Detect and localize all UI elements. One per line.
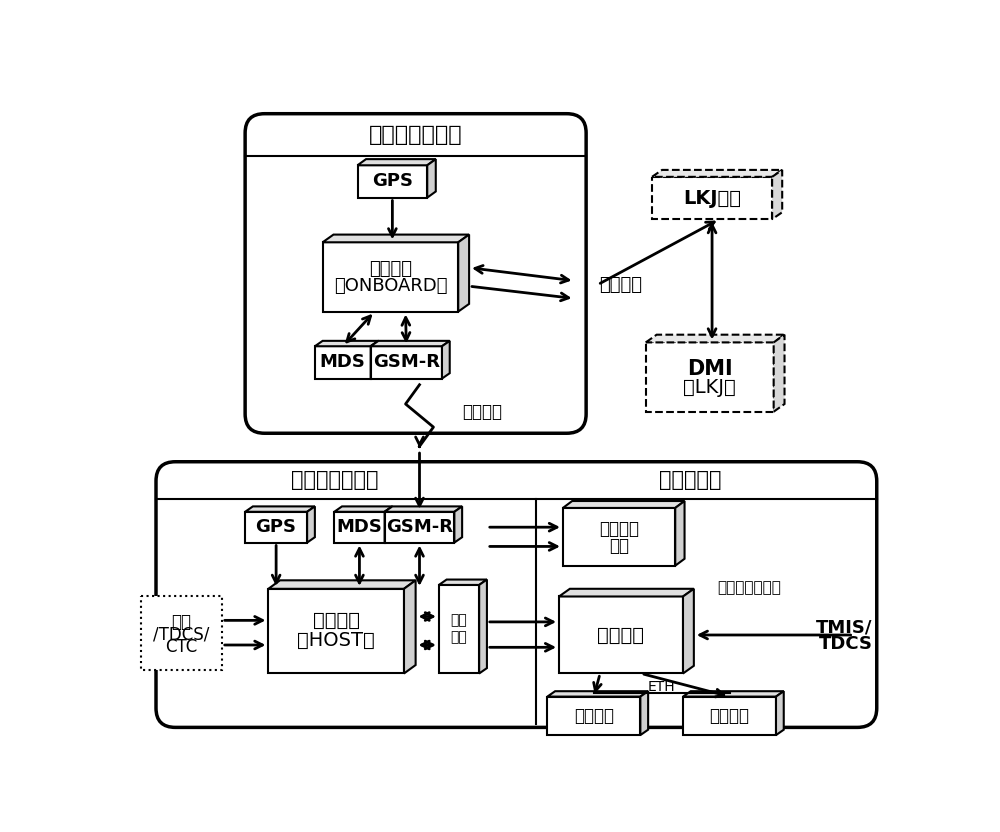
Polygon shape	[140, 597, 222, 670]
Polygon shape	[559, 589, 694, 597]
Text: 调车作业通知单: 调车作业通知单	[717, 580, 781, 595]
Polygon shape	[439, 585, 479, 673]
Text: 联锁: 联锁	[171, 613, 191, 631]
Polygon shape	[385, 512, 454, 542]
Text: （ONBOARD）: （ONBOARD）	[334, 277, 447, 295]
Polygon shape	[479, 580, 487, 673]
Polygon shape	[385, 507, 462, 512]
Text: 终端: 终端	[609, 537, 629, 555]
FancyBboxPatch shape	[156, 462, 877, 727]
Text: 查看终端: 查看终端	[710, 707, 750, 725]
Polygon shape	[683, 589, 694, 673]
Polygon shape	[563, 508, 675, 566]
Polygon shape	[245, 512, 307, 542]
Text: （HOST）: （HOST）	[297, 631, 375, 650]
Polygon shape	[439, 580, 487, 585]
Text: ETH: ETH	[647, 681, 675, 695]
Polygon shape	[334, 507, 392, 512]
Text: 监控分机: 监控分机	[600, 275, 642, 294]
Text: 无线传输: 无线传输	[462, 403, 502, 421]
Polygon shape	[323, 242, 458, 312]
Polygon shape	[683, 696, 776, 735]
Polygon shape	[245, 507, 315, 512]
Polygon shape	[404, 581, 416, 673]
Text: /TDCS/: /TDCS/	[153, 626, 209, 644]
Polygon shape	[371, 346, 442, 379]
Text: 车载主机子系统: 车载主机子系统	[369, 126, 462, 146]
Text: CTC: CTC	[165, 638, 197, 656]
Polygon shape	[547, 696, 640, 735]
Polygon shape	[683, 691, 784, 696]
Polygon shape	[563, 501, 685, 508]
Polygon shape	[772, 170, 782, 219]
Text: GSM-R: GSM-R	[373, 354, 440, 371]
Polygon shape	[371, 341, 450, 346]
Text: MDS: MDS	[336, 518, 382, 536]
Text: 网络: 网络	[451, 613, 467, 627]
Polygon shape	[454, 507, 462, 542]
Text: MDS: MDS	[320, 354, 366, 371]
Polygon shape	[458, 235, 469, 312]
Polygon shape	[652, 177, 772, 219]
Polygon shape	[774, 334, 785, 412]
Polygon shape	[640, 691, 648, 735]
Polygon shape	[268, 581, 416, 589]
Text: GSM-R: GSM-R	[386, 518, 453, 536]
Polygon shape	[315, 341, 378, 346]
Polygon shape	[307, 507, 315, 542]
Text: TDCS: TDCS	[819, 635, 873, 653]
Polygon shape	[646, 334, 785, 343]
Text: 车务终端: 车务终端	[598, 626, 644, 645]
Polygon shape	[268, 589, 404, 673]
Polygon shape	[652, 170, 782, 177]
Text: （LKJ）: （LKJ）	[683, 378, 736, 397]
Polygon shape	[315, 346, 371, 379]
Polygon shape	[334, 512, 385, 542]
Text: 地面主机子系统: 地面主机子系统	[290, 470, 378, 490]
Text: GPS: GPS	[372, 172, 413, 191]
Text: 车载主机: 车载主机	[369, 260, 412, 278]
FancyBboxPatch shape	[245, 114, 586, 433]
Text: GPS: GPS	[256, 518, 297, 536]
Polygon shape	[358, 166, 427, 198]
Polygon shape	[371, 341, 378, 379]
Text: 地面主机: 地面主机	[313, 611, 360, 630]
Polygon shape	[358, 159, 436, 166]
Polygon shape	[442, 341, 450, 379]
Text: 电务维护: 电务维护	[599, 520, 639, 538]
Polygon shape	[385, 507, 392, 542]
Polygon shape	[675, 501, 685, 566]
Polygon shape	[323, 235, 469, 242]
Polygon shape	[646, 343, 774, 412]
Polygon shape	[427, 159, 436, 198]
Polygon shape	[776, 691, 784, 735]
Text: 站调终端: 站调终端	[574, 707, 614, 725]
Text: 交换: 交换	[451, 630, 467, 644]
Text: LKJ主机: LKJ主机	[683, 189, 741, 207]
Text: TMIS/: TMIS/	[816, 618, 873, 636]
Polygon shape	[547, 691, 648, 696]
Text: 终端子系统: 终端子系统	[660, 470, 722, 490]
Polygon shape	[559, 597, 683, 673]
Text: DMI: DMI	[687, 359, 733, 379]
